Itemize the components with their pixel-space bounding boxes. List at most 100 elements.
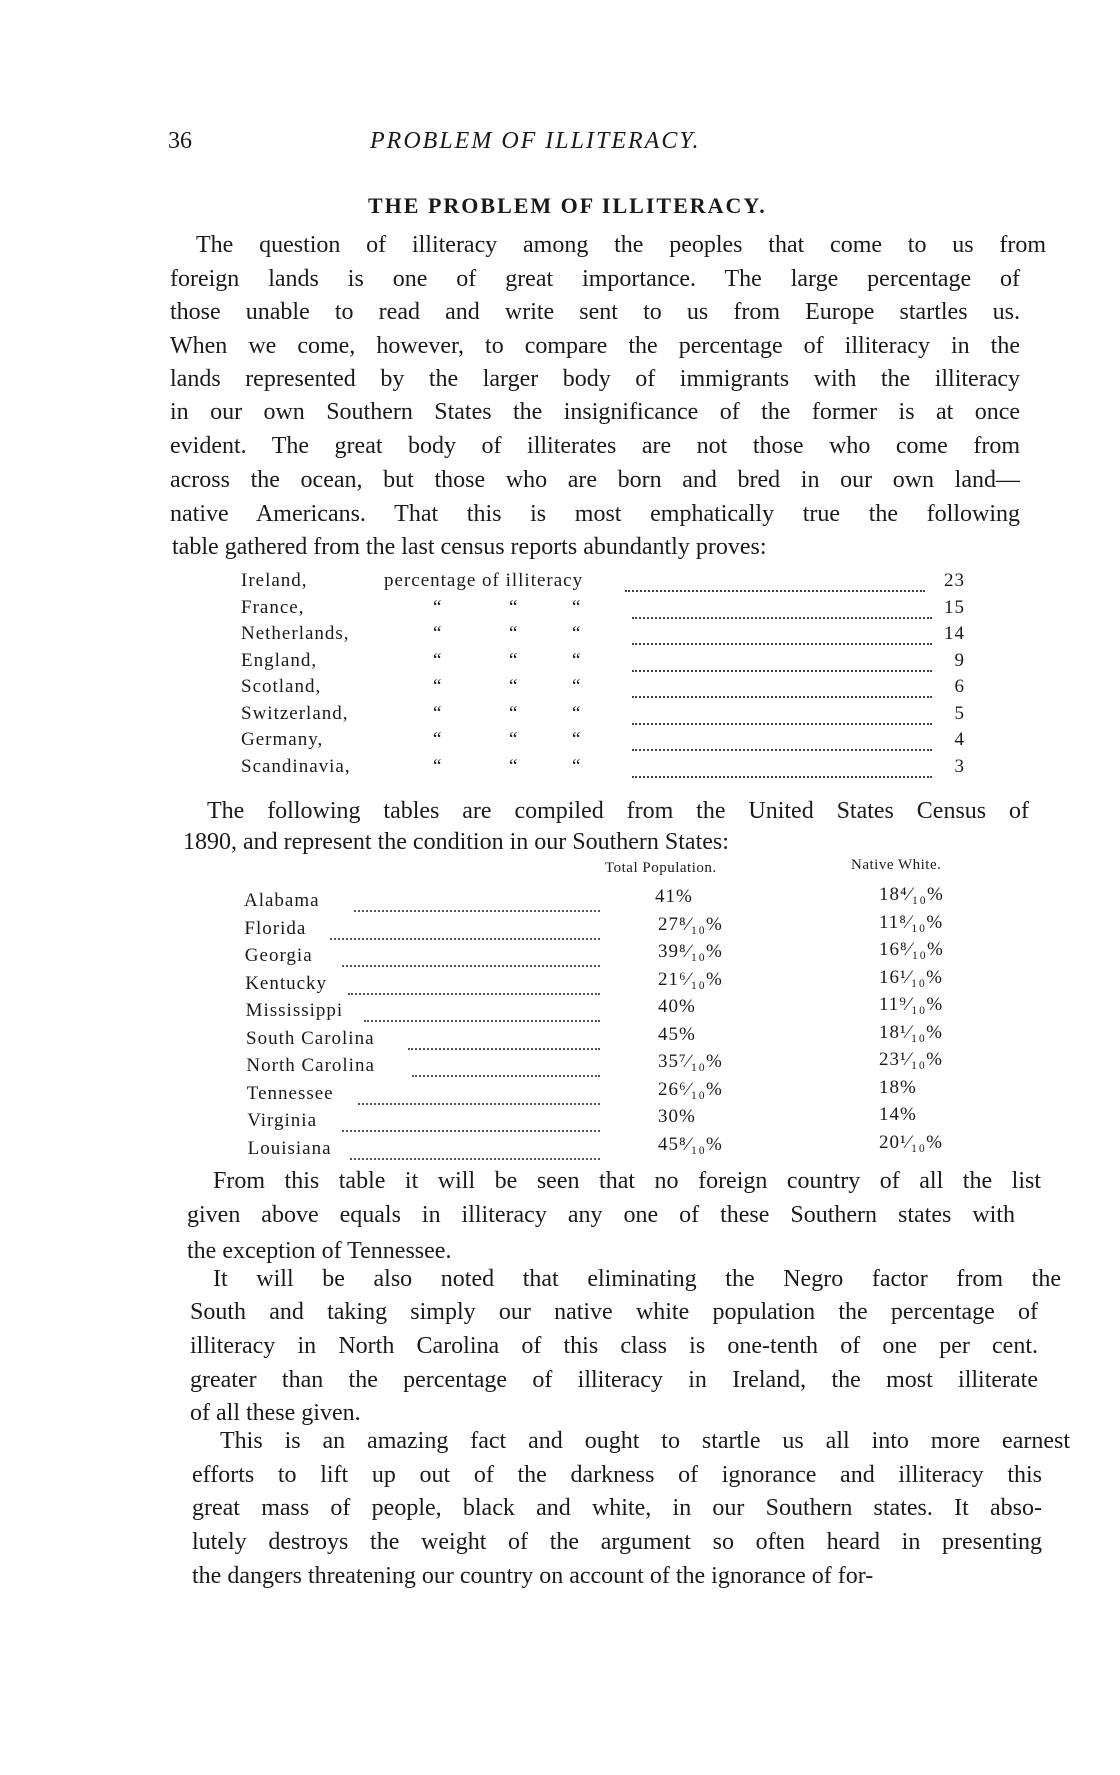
- paragraph-line: South and taking simply our native white…: [190, 1299, 1038, 1325]
- state-name: North Carolina: [246, 1055, 375, 1076]
- paragraph-line: The following tables are compiled from t…: [207, 798, 1029, 824]
- state-name: Kentucky: [245, 972, 328, 994]
- total-population-value: 39⁸⁄₁₀%: [658, 941, 723, 962]
- ditto-mark: “: [572, 623, 582, 644]
- state-name: Alabama: [244, 890, 320, 911]
- state-name: Florida: [244, 917, 307, 939]
- dot-leader: [350, 1157, 600, 1160]
- native-white-value: 16¹⁄₁₀%: [879, 966, 943, 988]
- total-population-value: 45%: [658, 1023, 696, 1045]
- total-population-value: 21⁶⁄₁₀%: [658, 968, 723, 990]
- dot-leader: [632, 722, 932, 725]
- paragraph-line: the exception of Tennessee.: [187, 1238, 452, 1264]
- paragraph-line: those unable to read and write sent to u…: [170, 299, 1020, 325]
- state-name: Tennessee: [246, 1082, 334, 1104]
- ditto-mark: “: [572, 729, 582, 750]
- state-name: Louisiana: [247, 1137, 332, 1159]
- ditto-mark: “: [572, 702, 582, 724]
- total-population-value: 35⁷⁄₁₀%: [658, 1051, 723, 1072]
- section-title: THE PROBLEM OF ILLITERACY.: [368, 193, 767, 218]
- illiteracy-value: 6: [954, 676, 965, 697]
- dot-leader: [632, 616, 932, 619]
- ditto-mark: “: [433, 702, 443, 724]
- paragraph-line: foreign lands is one of great importance…: [170, 266, 1020, 292]
- ditto-mark: “: [433, 729, 443, 750]
- dot-leader: [632, 749, 932, 751]
- dot-leader: [358, 1102, 600, 1105]
- header-total-population: Total Population.: [605, 860, 717, 876]
- total-population-value: 45⁸⁄₁₀%: [658, 1133, 723, 1155]
- ditto-mark: “: [572, 676, 582, 697]
- dot-leader: [632, 669, 932, 672]
- dot-leader: [342, 965, 600, 967]
- native-white-value: 14%: [879, 1104, 917, 1125]
- country-name: Netherlands,: [241, 623, 350, 644]
- paragraph-line: From this table it will be seen that no …: [213, 1168, 1041, 1194]
- native-white-value: 11⁹⁄₁₀%: [879, 994, 944, 1015]
- state-name: South Carolina: [246, 1027, 375, 1049]
- paragraph-line: This is an amazing fact and ought to sta…: [220, 1428, 1070, 1454]
- illiteracy-value: 4: [954, 729, 965, 750]
- country-name: Germany,: [241, 729, 324, 750]
- country-name: France,: [241, 596, 305, 618]
- native-white-value: 18¹⁄₁₀%: [879, 1021, 943, 1043]
- illiteracy-value: 3: [954, 755, 965, 777]
- dot-leader: [632, 775, 932, 778]
- dot-leader: [632, 696, 932, 698]
- dot-leader: [632, 643, 932, 645]
- illiteracy-value: 5: [954, 702, 965, 724]
- illiteracy-value: 9: [954, 649, 965, 671]
- paragraph-line: of all these given.: [190, 1400, 361, 1426]
- native-white-value: 18⁴⁄₁₀%: [879, 884, 944, 905]
- total-population-value: 27⁸⁄₁₀%: [658, 913, 723, 935]
- paragraph-line: When we come, however, to compare the pe…: [170, 333, 1020, 359]
- paragraph-line: The question of illiteracy among the peo…: [196, 232, 1046, 258]
- paragraph-line: greater than the percentage of illiterac…: [190, 1367, 1038, 1393]
- paragraph-line: in our own Southern States the insignifi…: [170, 399, 1020, 425]
- native-white-value: 23¹⁄₁₀%: [879, 1049, 943, 1070]
- country-name: Scotland,: [241, 676, 322, 697]
- paragraph-line: the dangers threatening our country on a…: [192, 1563, 874, 1589]
- country-name: Switzerland,: [241, 702, 349, 724]
- dot-leader: [364, 1020, 600, 1022]
- ditto-mark: “: [433, 755, 443, 777]
- ditto-mark: “: [509, 702, 519, 724]
- header-native-white: Native White.: [851, 857, 942, 873]
- ditto-mark: “: [572, 649, 582, 671]
- paragraph-line: table gathered from the last census repo…: [172, 534, 767, 560]
- total-population-value: 26⁶⁄₁₀%: [658, 1078, 723, 1100]
- ditto-mark: “: [433, 596, 443, 618]
- paragraph-line: illiteracy in North Carolina of this cla…: [190, 1333, 1038, 1359]
- paragraph-line: great mass of people, black and white, i…: [192, 1495, 1042, 1521]
- illiteracy-value: 15: [944, 596, 965, 618]
- dot-leader: [330, 937, 600, 940]
- total-population-value: 30%: [658, 1106, 696, 1127]
- ditto-mark: “: [509, 729, 519, 750]
- percentage-label: percentage of illiteracy: [384, 570, 584, 591]
- paragraph-line: across the ocean, but those who are born…: [170, 467, 1020, 493]
- native-white-value: 20¹⁄₁₀%: [879, 1131, 943, 1153]
- paragraph-line: native Americans. That this is most emph…: [170, 501, 1020, 527]
- ditto-mark: “: [509, 755, 519, 777]
- native-white-value: 16⁸⁄₁₀%: [879, 939, 944, 960]
- country-name: Ireland,: [241, 570, 308, 591]
- paragraph-line: evident. The great body of illiterates a…: [170, 433, 1020, 459]
- native-white-value: 18%: [879, 1076, 917, 1098]
- dot-leader: [342, 1130, 600, 1132]
- paragraph-line: lands represented by the larger body of …: [170, 366, 1020, 392]
- dot-leader: [354, 910, 600, 912]
- ditto-mark: “: [509, 649, 519, 671]
- ditto-mark: “: [509, 596, 519, 618]
- paragraph-line: efforts to lift up out of the darkness o…: [192, 1462, 1042, 1488]
- ditto-mark: “: [572, 755, 582, 777]
- illiteracy-value: 23: [944, 570, 965, 591]
- ditto-mark: “: [433, 623, 443, 644]
- dot-leader: [412, 1075, 600, 1077]
- total-population-value: 40%: [658, 996, 696, 1017]
- page-number: 36: [168, 128, 192, 154]
- ditto-mark: “: [509, 623, 519, 644]
- paragraph-line: given above equals in illiteracy any one…: [187, 1202, 1015, 1228]
- ditto-mark: “: [433, 676, 443, 697]
- dot-leader: [625, 590, 925, 592]
- country-name: Scandinavia,: [241, 755, 351, 777]
